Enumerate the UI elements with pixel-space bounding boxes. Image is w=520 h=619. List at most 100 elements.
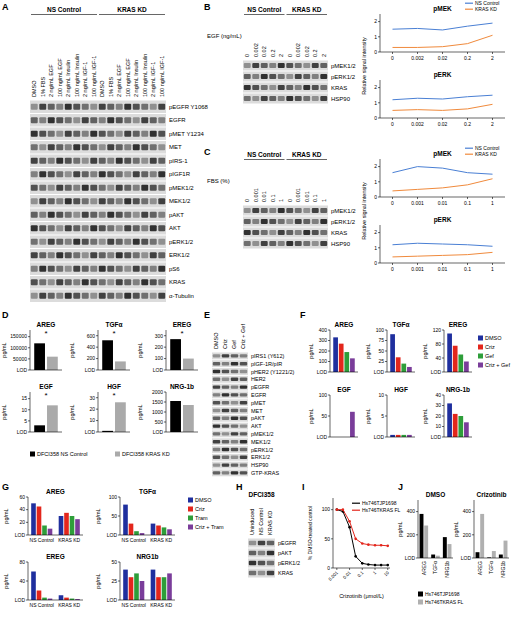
- lane-label: 100 ng/mL IGF-1: [159, 56, 165, 97]
- chart-title: EGF: [337, 386, 350, 393]
- band: [240, 417, 247, 420]
- row-label: pIRS-1: [169, 158, 188, 164]
- y-tick-label: 400: [463, 508, 472, 514]
- band: [90, 131, 97, 137]
- band: [65, 131, 72, 137]
- band: [222, 432, 229, 435]
- marker: [367, 543, 370, 546]
- y-tick: [96, 420, 98, 421]
- band: [133, 171, 140, 177]
- y-tick-label: 40: [19, 506, 25, 512]
- band: [252, 241, 259, 246]
- row-label: KRAS: [331, 85, 347, 91]
- x-tick-label: 1: [491, 266, 494, 272]
- band: [56, 266, 63, 272]
- band: [31, 198, 38, 204]
- band: [312, 85, 319, 90]
- band: [158, 144, 165, 150]
- x-axis: [98, 370, 130, 371]
- bar: [115, 361, 126, 370]
- band: [213, 424, 220, 427]
- panel-label: D: [2, 310, 9, 320]
- bar: [453, 346, 458, 372]
- band: [133, 293, 140, 299]
- band: [65, 117, 72, 123]
- marker: [342, 508, 345, 511]
- band: [150, 185, 157, 191]
- bar: [129, 524, 134, 535]
- band: [133, 104, 140, 110]
- y-tick: [164, 432, 166, 433]
- lane-label: 0.1: [270, 194, 276, 202]
- blot-strip: [30, 249, 166, 262]
- band: [249, 541, 256, 545]
- row-label: MEK1/2: [251, 439, 271, 445]
- band: [107, 131, 114, 137]
- band: [244, 208, 251, 213]
- y-axis: [28, 497, 29, 535]
- x-tick-label: 0.1: [357, 570, 365, 578]
- chart-title: pMEK: [433, 5, 452, 13]
- legend-label: Criz + Gef: [485, 362, 510, 368]
- y-axis-label: % DMSO-treated control: [307, 506, 313, 560]
- marker: [354, 538, 357, 541]
- band: [267, 561, 274, 565]
- band: [99, 293, 106, 299]
- band: [48, 252, 55, 258]
- lane-label: 2: [321, 54, 327, 57]
- y-tick: [378, 118, 380, 119]
- legend-label: Hs746TKRAS FL: [362, 507, 401, 513]
- row-label: pMEK1/2: [169, 185, 194, 191]
- band: [249, 551, 256, 555]
- row-label: pIRS1 (Y612): [251, 353, 284, 359]
- band: [141, 252, 148, 258]
- band: [249, 561, 256, 565]
- band: [39, 171, 46, 177]
- y-tick-label: LOD: [461, 555, 472, 561]
- y-tick: [164, 370, 166, 371]
- y-tick: [442, 344, 444, 345]
- panel-label: I: [302, 482, 305, 492]
- x-axis: [418, 558, 453, 559]
- bar: [407, 435, 412, 437]
- group-label: NS Control: [47, 6, 81, 13]
- band: [31, 104, 38, 110]
- lane-label: DMSO: [213, 332, 219, 349]
- y-tick-label: LOD: [17, 429, 28, 435]
- lane-label: 0.002: [253, 43, 259, 57]
- band: [31, 158, 38, 164]
- lane-label: 0: [287, 54, 293, 57]
- bar: [64, 513, 69, 535]
- band: [48, 117, 55, 123]
- band: [82, 212, 89, 218]
- y-tick: [118, 497, 120, 498]
- band: [269, 74, 276, 79]
- bar: [42, 526, 47, 536]
- band: [244, 85, 251, 90]
- lane-label: 2: [278, 54, 284, 57]
- row-label: ERK1/2: [169, 252, 190, 258]
- lane-label: 0.2: [312, 49, 318, 57]
- x-axis: [330, 437, 358, 438]
- lane-label: 2 ng/mL Insulin: [133, 60, 139, 97]
- y-tick: [442, 426, 444, 427]
- row-label: ERK1/2: [251, 454, 270, 460]
- y-axis-label: pg/mL: [69, 342, 75, 357]
- y-tick: [118, 600, 120, 601]
- legend-label: Criz + Tram: [195, 524, 224, 530]
- band: [312, 208, 319, 213]
- band: [252, 230, 259, 235]
- y-axis-label: pg/mL: [3, 508, 9, 523]
- bar: [448, 544, 452, 558]
- blot-strip: [212, 392, 248, 399]
- y-tick: [26, 522, 28, 523]
- band: [31, 171, 38, 177]
- y-tick-label: 50000: [13, 356, 27, 362]
- row-label: AKT: [169, 225, 181, 231]
- band: [124, 279, 131, 285]
- band: [65, 266, 72, 272]
- band: [320, 219, 327, 224]
- band: [82, 131, 89, 137]
- bars: [390, 334, 412, 372]
- x-tick-label: 0.2: [464, 121, 471, 127]
